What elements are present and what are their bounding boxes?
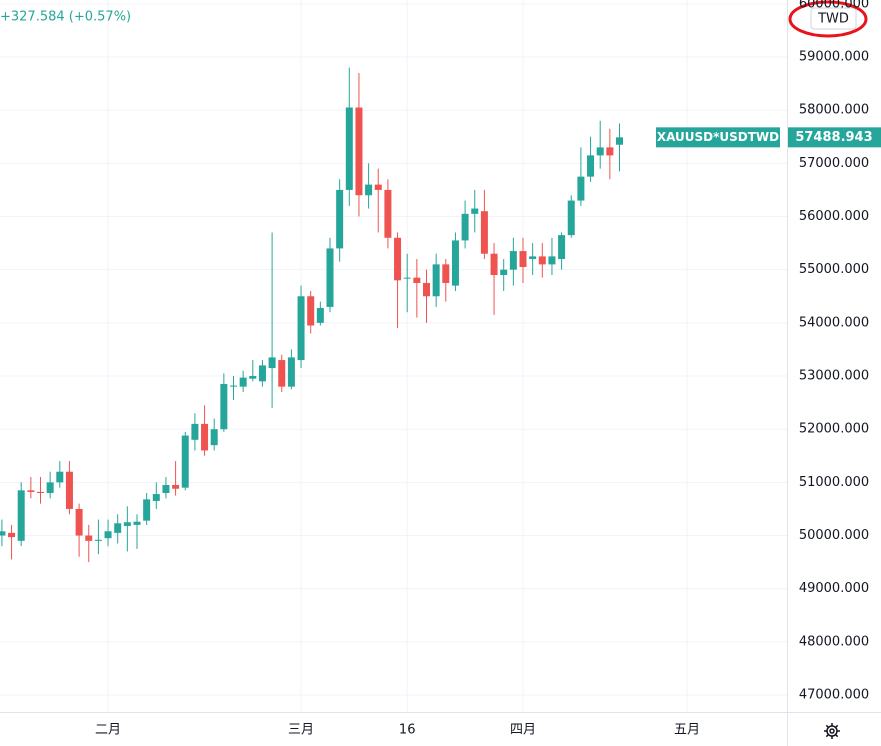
x-tick-label: 16	[399, 723, 416, 738]
candle-body	[75, 508, 83, 536]
last-price-box	[788, 127, 881, 148]
candle-body	[423, 282, 430, 297]
candle-body	[355, 107, 363, 196]
y-tick-label: 51000.000	[799, 475, 869, 490]
candle-body	[616, 137, 623, 145]
candles	[0, 67, 623, 563]
y-tick-label: 47000.000	[799, 688, 869, 703]
candle-body	[152, 494, 160, 501]
candle-body	[451, 240, 459, 286]
x-tick-label: 二月	[95, 723, 121, 738]
candle-body	[94, 539, 102, 541]
candle-body	[490, 253, 498, 275]
candle-body	[37, 491, 44, 493]
candle-body	[181, 435, 189, 488]
candle-body	[104, 531, 112, 539]
y-tick-label: 59000.000	[799, 49, 869, 64]
labels: 47000.000 48000.000 49000.000 50000.000 5100…	[95, 0, 881, 738]
candle-body	[606, 147, 614, 156]
candle-body	[65, 471, 73, 509]
candle-body	[191, 423, 199, 440]
currency-button[interactable]	[810, 7, 857, 30]
candle-body	[239, 377, 247, 387]
candle-body	[461, 213, 469, 241]
candle-body	[220, 383, 228, 430]
candle-body	[268, 357, 276, 369]
x-tick-label: 五月	[674, 723, 700, 738]
candle-body	[201, 423, 209, 451]
candle-body	[567, 200, 575, 236]
candle-body	[114, 523, 122, 533]
change-text: +327.584 (+0.57%)	[0, 10, 131, 25]
candle-body	[210, 429, 218, 446]
y-tick-label: 60000.000	[799, 0, 869, 11]
candle-body	[249, 376, 257, 379]
candle-body	[365, 184, 373, 196]
candle-body	[394, 237, 402, 281]
candle-body	[345, 107, 353, 190]
y-tick-label: 57000.000	[799, 156, 869, 171]
candle-body	[278, 360, 286, 387]
y-tick-label: 50000.000	[799, 528, 869, 543]
candle-body	[17, 490, 25, 541]
candle-body	[230, 385, 237, 387]
candle-body	[46, 482, 54, 493]
y-tick-label: 55000.000	[799, 262, 869, 277]
y-tick-label: 58000.000	[799, 103, 869, 118]
candle-body	[442, 264, 450, 283]
candle-body	[56, 471, 64, 483]
candle-body	[316, 307, 324, 323]
candle-body	[123, 522, 131, 526]
candle-body	[558, 235, 566, 260]
candle-body	[133, 521, 141, 525]
candle-body	[297, 296, 305, 361]
grid	[0, 0, 787, 712]
candle-body	[143, 499, 151, 521]
currency-label[interactable]: TWD	[817, 12, 849, 27]
y-tick-label: 48000.000	[799, 634, 869, 649]
candle-body	[336, 189, 344, 249]
candle-body	[374, 184, 382, 190]
candle-body	[548, 256, 556, 265]
candle-body	[0, 531, 6, 536]
candle-body	[413, 277, 421, 283]
candle-body	[326, 248, 334, 307]
last-price-label: 57488.943	[795, 130, 872, 145]
candle-body	[538, 256, 546, 265]
settings-icon[interactable]	[824, 723, 840, 739]
candle-body	[307, 296, 315, 326]
candle-body	[403, 277, 411, 279]
candle-body	[500, 269, 508, 275]
candle-body	[287, 357, 295, 387]
candle-body	[519, 251, 527, 268]
symbol-label-box	[656, 127, 780, 148]
candle-body	[596, 147, 604, 156]
candle-body	[8, 532, 16, 538]
y-tick-label: 56000.000	[799, 209, 869, 224]
x-tick-label: 四月	[510, 723, 536, 738]
candle-body	[471, 208, 479, 214]
candle-body	[529, 256, 537, 260]
y-tick-label: 52000.000	[799, 422, 869, 437]
y-tick-label: 54000.000	[799, 315, 869, 330]
x-tick-label: 三月	[288, 723, 314, 738]
highlight-ellipse	[788, 0, 868, 38]
y-tick-label: 53000.000	[799, 369, 869, 384]
candle-body	[85, 535, 93, 541]
candle-body	[509, 251, 517, 270]
candle-body	[162, 485, 170, 493]
candle-body	[27, 490, 35, 492]
symbol-label: XAUUSD*USDTWD	[657, 130, 779, 144]
candle-body	[172, 485, 180, 489]
candle-body	[384, 189, 392, 238]
candle-body	[480, 211, 488, 254]
candle-body	[258, 365, 266, 382]
candle-body	[432, 264, 440, 297]
candle-body	[577, 176, 585, 201]
y-tick-label: 49000.000	[799, 581, 869, 596]
candle-body	[587, 155, 595, 177]
